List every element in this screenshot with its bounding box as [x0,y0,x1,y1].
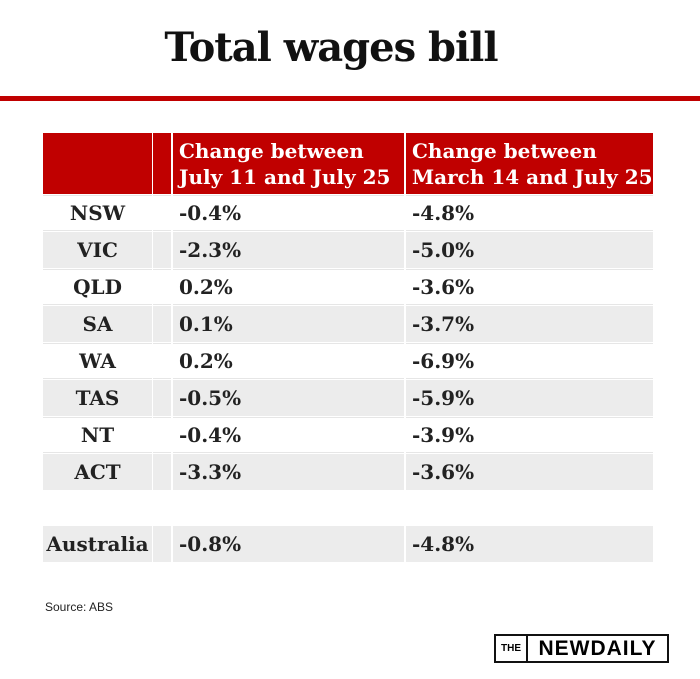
region: TAS [43,380,152,416]
region: SA [43,306,152,342]
spacer [153,526,171,562]
value: -0.8% [173,526,404,562]
value: -5.9% [406,380,653,416]
spacer [153,269,171,305]
value: -4.8% [406,195,653,231]
spacer [153,454,171,490]
spacer [153,380,171,416]
value: -3.9% [406,417,653,453]
value: -3.6% [406,269,653,305]
source: Source: ABS [45,600,114,614]
value: -5.0% [406,232,653,268]
logo-main: NEWDAILY [538,636,657,660]
region: QLD [43,269,152,305]
logo-small: THE [496,636,528,661]
value: -3.6% [406,454,653,490]
region: NT [43,417,152,453]
value: -6.9% [406,343,653,379]
header-cell [43,133,152,194]
region: WA [43,343,152,379]
value: 0.1% [173,306,404,342]
spacer [153,306,171,342]
value: -0.4% [173,195,404,231]
value: 0.2% [173,269,404,305]
title: Total wages bill [164,24,498,71]
logo: THE NEWDAILY [494,634,669,663]
column-header: Change between March 14 and July 25 [406,133,653,194]
region: ACT [43,454,152,490]
header-cell [153,133,171,194]
value: 0.2% [173,343,404,379]
title-rule [0,96,700,101]
value: -3.7% [406,306,653,342]
region: NSW [43,195,152,231]
region: Australia [43,526,152,562]
value: -0.4% [173,417,404,453]
value: -4.8% [406,526,653,562]
column-header: Change between July 11 and July 25 [173,133,404,194]
spacer [153,232,171,268]
spacer [153,195,171,231]
value: -3.3% [173,454,404,490]
spacer [153,417,171,453]
value: -2.3% [173,232,404,268]
value: -0.5% [173,380,404,416]
spacer [153,343,171,379]
region: VIC [43,232,152,268]
